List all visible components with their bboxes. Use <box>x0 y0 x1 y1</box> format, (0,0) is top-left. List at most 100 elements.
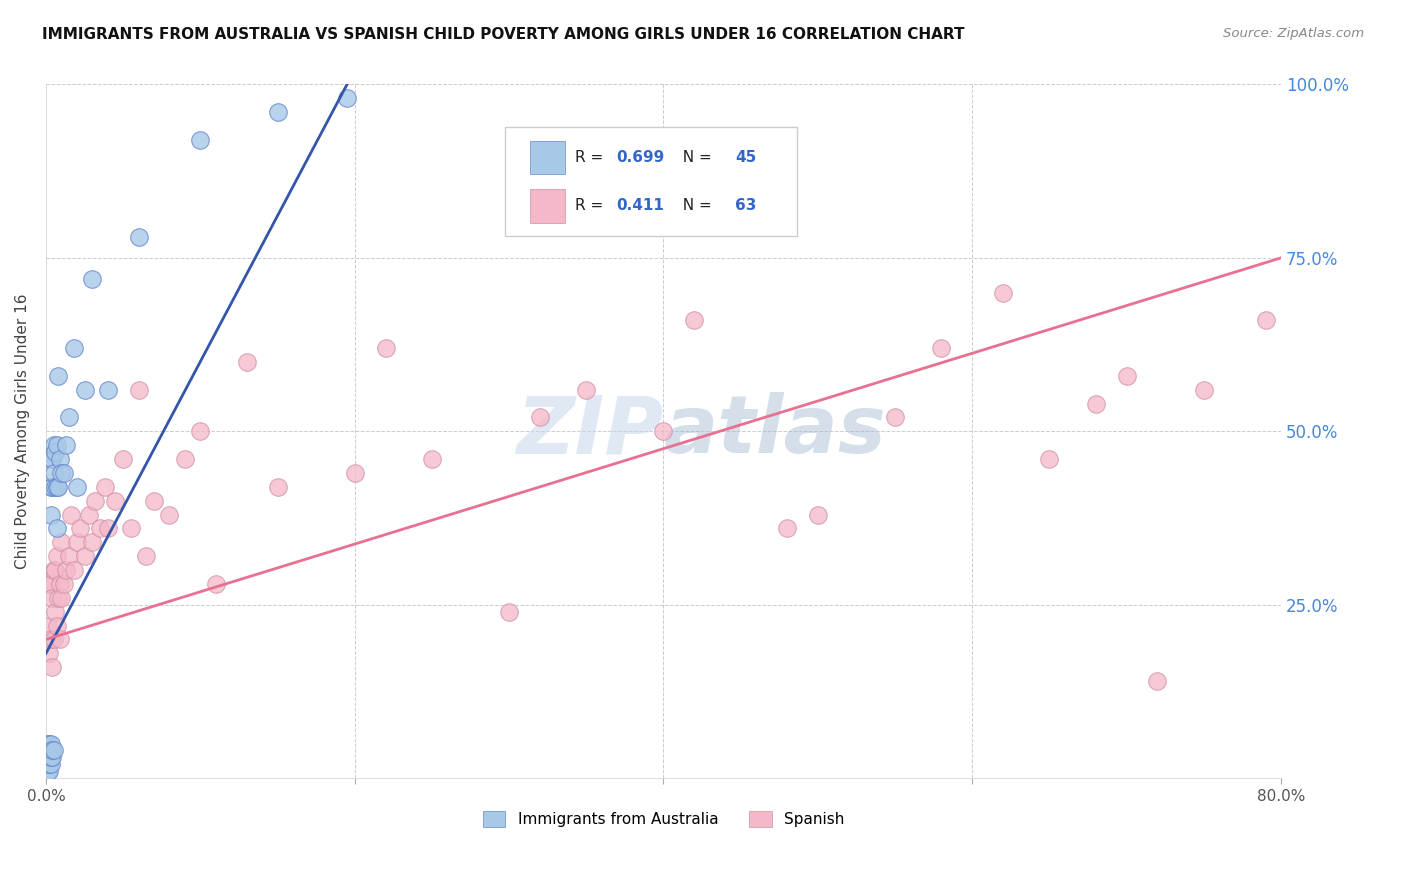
Point <box>42 563 65 577</box>
Point <box>112 452 135 467</box>
Point <box>1038 452 1060 467</box>
Point <box>45 480 67 494</box>
Point <box>266 105 288 120</box>
Point <box>39 750 62 764</box>
Point <box>55 563 77 577</box>
Point <box>135 549 157 564</box>
Point <box>884 410 907 425</box>
Text: Source: ZipAtlas.com: Source: ZipAtlas.com <box>1223 27 1364 40</box>
Point <box>104 493 127 508</box>
Point <box>66 535 89 549</box>
Point <box>776 521 799 535</box>
Text: N =: N = <box>673 150 717 165</box>
Point <box>53 466 76 480</box>
Point <box>37 757 59 772</box>
Text: atlas: atlas <box>664 392 886 470</box>
Point <box>159 508 181 522</box>
Point <box>49 577 72 591</box>
Text: IMMIGRANTS FROM AUSTRALIA VS SPANISH CHILD POVERTY AMONG GIRLS UNDER 16 CORRELAT: IMMIGRANTS FROM AUSTRALIA VS SPANISH CHI… <box>42 27 965 42</box>
Point <box>45 618 67 632</box>
Point <box>374 341 396 355</box>
Point <box>42 743 65 757</box>
Point <box>39 508 62 522</box>
Text: 63: 63 <box>735 198 756 213</box>
Y-axis label: Child Poverty Among Girls Under 16: Child Poverty Among Girls Under 16 <box>15 293 30 569</box>
Point <box>53 577 76 591</box>
Point <box>82 271 104 285</box>
Point <box>204 577 226 591</box>
Point <box>97 383 120 397</box>
Text: N =: N = <box>673 198 717 213</box>
Point <box>93 480 115 494</box>
Point <box>44 605 66 619</box>
Point <box>46 368 69 383</box>
Point <box>38 750 60 764</box>
Point <box>991 285 1014 300</box>
Point <box>37 750 59 764</box>
Point <box>45 521 67 535</box>
Point <box>38 737 60 751</box>
Point <box>188 425 211 439</box>
Point <box>44 480 66 494</box>
Point <box>46 480 69 494</box>
Bar <box>530 141 565 174</box>
Point <box>529 410 551 425</box>
Point <box>44 563 66 577</box>
Point <box>51 535 73 549</box>
Point <box>49 452 72 467</box>
Point <box>188 133 211 147</box>
Point <box>143 493 166 508</box>
Point <box>45 549 67 564</box>
Point <box>683 313 706 327</box>
Point <box>41 750 63 764</box>
Point <box>38 743 60 757</box>
Point <box>1192 383 1215 397</box>
Point <box>45 438 67 452</box>
Point <box>58 549 80 564</box>
Point <box>39 757 62 772</box>
Point <box>39 480 62 494</box>
Point <box>69 521 91 535</box>
Point <box>38 577 60 591</box>
Text: 45: 45 <box>735 150 756 165</box>
Point <box>62 341 84 355</box>
Point <box>343 466 366 480</box>
Point <box>51 591 73 605</box>
Text: R =: R = <box>575 198 607 213</box>
Point <box>59 508 82 522</box>
Point <box>89 521 111 535</box>
Point <box>41 660 63 674</box>
Point <box>41 591 63 605</box>
Point <box>37 743 59 757</box>
Point <box>37 737 59 751</box>
Point <box>39 737 62 751</box>
Point <box>39 743 62 757</box>
Point <box>44 445 66 459</box>
Point <box>38 646 60 660</box>
Point <box>128 230 150 244</box>
Point <box>235 355 257 369</box>
Text: ZIP: ZIP <box>516 392 664 470</box>
Point <box>498 605 520 619</box>
Point <box>1254 313 1277 327</box>
Legend: Immigrants from Australia, Spanish: Immigrants from Australia, Spanish <box>477 805 851 833</box>
Point <box>66 480 89 494</box>
Point <box>51 466 73 480</box>
Point <box>1115 368 1137 383</box>
Point <box>37 764 59 779</box>
Text: 0.411: 0.411 <box>617 198 665 213</box>
Point <box>37 618 59 632</box>
Text: 0.699: 0.699 <box>617 150 665 165</box>
Point <box>807 508 830 522</box>
Point <box>49 632 72 647</box>
Point <box>55 438 77 452</box>
Point <box>652 425 675 439</box>
Point <box>39 632 62 647</box>
Point <box>41 480 63 494</box>
Text: R =: R = <box>575 150 607 165</box>
Point <box>1146 674 1168 689</box>
Point <box>77 508 100 522</box>
Point <box>73 383 96 397</box>
Point <box>41 743 63 757</box>
Point <box>46 591 69 605</box>
